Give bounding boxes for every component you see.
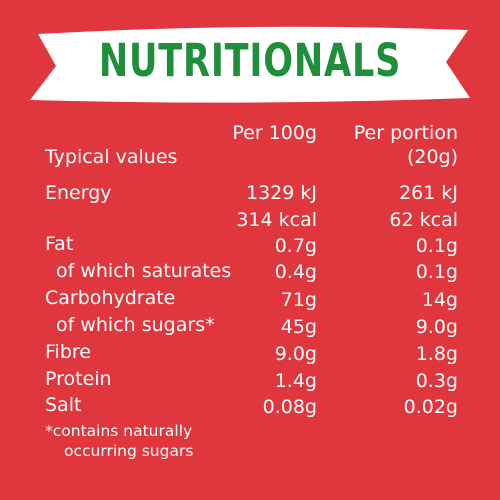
sugars-per-portion: 9.0g [415, 316, 458, 338]
carbohydrate-per-portion: 14g [421, 289, 458, 311]
typical-values-label: Typical values [45, 146, 178, 168]
fibre-per-100g: 9.0g [274, 343, 317, 365]
saturates-per-100g: 0.4g [274, 261, 317, 283]
column-header-per-portion: Per portion [353, 122, 458, 144]
fat-per-100g: 0.7g [274, 235, 317, 257]
row-label-saturates: of which saturates [56, 260, 232, 282]
protein-per-portion: 0.3g [415, 370, 458, 392]
row-label-salt: Salt [45, 394, 82, 416]
row-label-protein: Protein [45, 368, 112, 390]
fat-per-portion: 0.1g [415, 235, 458, 257]
footnote-line-2: occurring sugars [64, 442, 194, 460]
energy-kcal-per-100g: 314 kcal [236, 209, 317, 231]
footnote-line-1: *contains naturally [45, 422, 193, 440]
row-label-carbohydrate: Carbohydrate [45, 287, 176, 309]
row-label-fibre: Fibre [45, 341, 91, 363]
energy-kcal-per-portion: 62 kcal [389, 209, 458, 231]
carbohydrate-per-100g: 71g [280, 289, 317, 311]
protein-per-100g: 1.4g [274, 370, 317, 392]
row-label-energy: Energy [45, 182, 112, 204]
title-banner: NUTRITIONALS [0, 0, 500, 120]
fibre-per-portion: 1.8g [415, 343, 458, 365]
energy-kj-per-portion: 261 kJ [399, 182, 458, 204]
row-label-sugars: of which sugars* [56, 314, 215, 336]
portion-size: (20g) [406, 146, 458, 168]
salt-per-portion: 0.02g [403, 396, 458, 418]
sugars-per-100g: 45g [280, 316, 317, 338]
row-label-fat: Fat [45, 233, 74, 255]
saturates-per-portion: 0.1g [415, 261, 458, 283]
banner-title: NUTRITIONALS [98, 34, 402, 87]
banner-ribbon [30, 26, 470, 103]
column-header-per-100g: Per 100g [232, 122, 317, 144]
energy-kj-per-100g: 1329 kJ [246, 182, 317, 204]
salt-per-100g: 0.08g [262, 396, 317, 418]
